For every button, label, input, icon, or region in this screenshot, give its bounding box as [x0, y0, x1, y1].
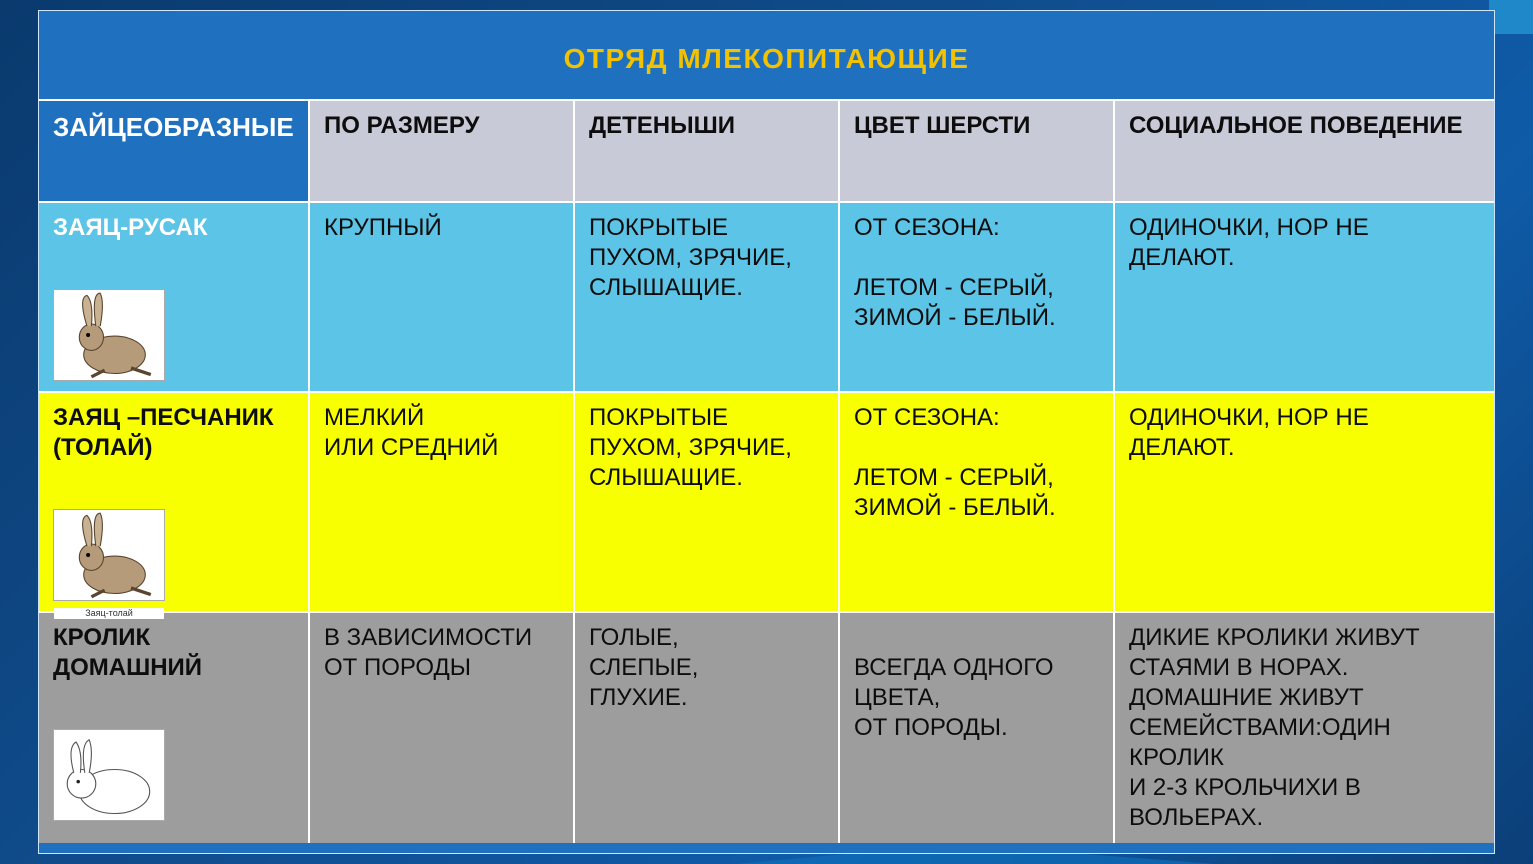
row-cell: ДИКИЕ КРОЛИКИ ЖИВУТ СТАЯМИ В НОРАХ. ДОМА… — [1114, 612, 1494, 843]
table-header-row: ЗАЙЦЕОБРАЗНЫЕ ПО РАЗМЕРУ ДЕТЕНЫШИ ЦВЕТ Ш… — [39, 101, 1494, 202]
row-cell: В ЗАВИСИМОСТИ ОТ ПОРОДЫ — [309, 612, 574, 843]
table-row: ЗАЯЦ-РУСАК КРУПНЫЙПОКРЫТЫЕ ПУХОМ, ЗРЯЧИЕ,… — [39, 202, 1494, 392]
header-col-young: ДЕТЕНЫШИ — [574, 101, 839, 202]
row-name-cell: ЗАЯЦ –ПЕСЧАНИК (ТОЛАЙ) Заяц-толай — [39, 392, 309, 612]
header-group-label: ЗАЙЦЕОБРАЗНЫЕ — [39, 101, 309, 202]
row-name: ЗАЯЦ –ПЕСЧАНИК (ТОЛАЙ) — [53, 403, 294, 463]
hare-tolai-icon: Заяц-толай — [53, 509, 165, 601]
row-name-cell: ЗАЯЦ-РУСАК — [39, 202, 309, 392]
table-body: ЗАЯЦ-РУСАК КРУПНЫЙПОКРЫТЫЕ ПУХОМ, ЗРЯЧИЕ,… — [39, 202, 1494, 843]
row-cell: МЕЛКИЙ ИЛИ СРЕДНИЙ — [309, 392, 574, 612]
slide-card: ОТРЯД МЛЕКОПИТАЮЩИЕ ЗАЙЦЕОБРАЗНЫЕ ПО РАЗ… — [38, 10, 1495, 854]
header-col-size: ПО РАЗМЕРУ — [309, 101, 574, 202]
accent-top-right — [1489, 0, 1533, 34]
row-cell: ВСЕГДА ОДНОГО ЦВЕТА, ОТ ПОРОДЫ. — [839, 612, 1114, 843]
comparison-table: ЗАЙЦЕОБРАЗНЫЕ ПО РАЗМЕРУ ДЕТЕНЫШИ ЦВЕТ Ш… — [39, 101, 1494, 843]
row-cell: ОДИНОЧКИ, НОР НЕ ДЕЛАЮТ. — [1114, 202, 1494, 392]
table-row: ЗАЯЦ –ПЕСЧАНИК (ТОЛАЙ) Заяц-толай МЕЛКИЙ И… — [39, 392, 1494, 612]
row-name-cell: КРОЛИК ДОМАШНИЙ — [39, 612, 309, 843]
header-col-fur: ЦВЕТ ШЕРСТИ — [839, 101, 1114, 202]
row-cell: ГОЛЫЕ, СЛЕПЫЕ, ГЛУХИЕ. — [574, 612, 839, 843]
row-cell: ОТ СЕЗОНА: ЛЕТОМ - СЕРЫЙ, ЗИМОЙ - БЕЛЫЙ. — [839, 202, 1114, 392]
row-name: КРОЛИК ДОМАШНИЙ — [53, 623, 294, 683]
hare-rusak-icon — [53, 289, 165, 381]
image-caption: Заяц-толай — [54, 608, 164, 619]
row-cell: КРУПНЫЙ — [309, 202, 574, 392]
header-col-behavior: СОЦИАЛЬНОЕ ПОВЕДЕНИЕ — [1114, 101, 1494, 202]
table-row: КРОЛИК ДОМАШНИЙВ ЗАВИСИМОСТИ ОТ ПОРОДЫГО… — [39, 612, 1494, 843]
rabbit-icon — [53, 729, 165, 821]
row-cell: ОТ СЕЗОНА: ЛЕТОМ - СЕРЫЙ, ЗИМОЙ - БЕЛЫЙ. — [839, 392, 1114, 612]
row-name: ЗАЯЦ-РУСАК — [53, 213, 294, 243]
slide-title: ОТРЯД МЛЕКОПИТАЮЩИЕ — [39, 11, 1494, 101]
row-cell: ПОКРЫТЫЕ ПУХОМ, ЗРЯЧИЕ, СЛЫШАЩИЕ. — [574, 202, 839, 392]
row-cell: ПОКРЫТЫЕ ПУХОМ, ЗРЯЧИЕ, СЛЫШАЩИЕ. — [574, 392, 839, 612]
row-cell: ОДИНОЧКИ, НОР НЕ ДЕЛАЮТ. — [1114, 392, 1494, 612]
